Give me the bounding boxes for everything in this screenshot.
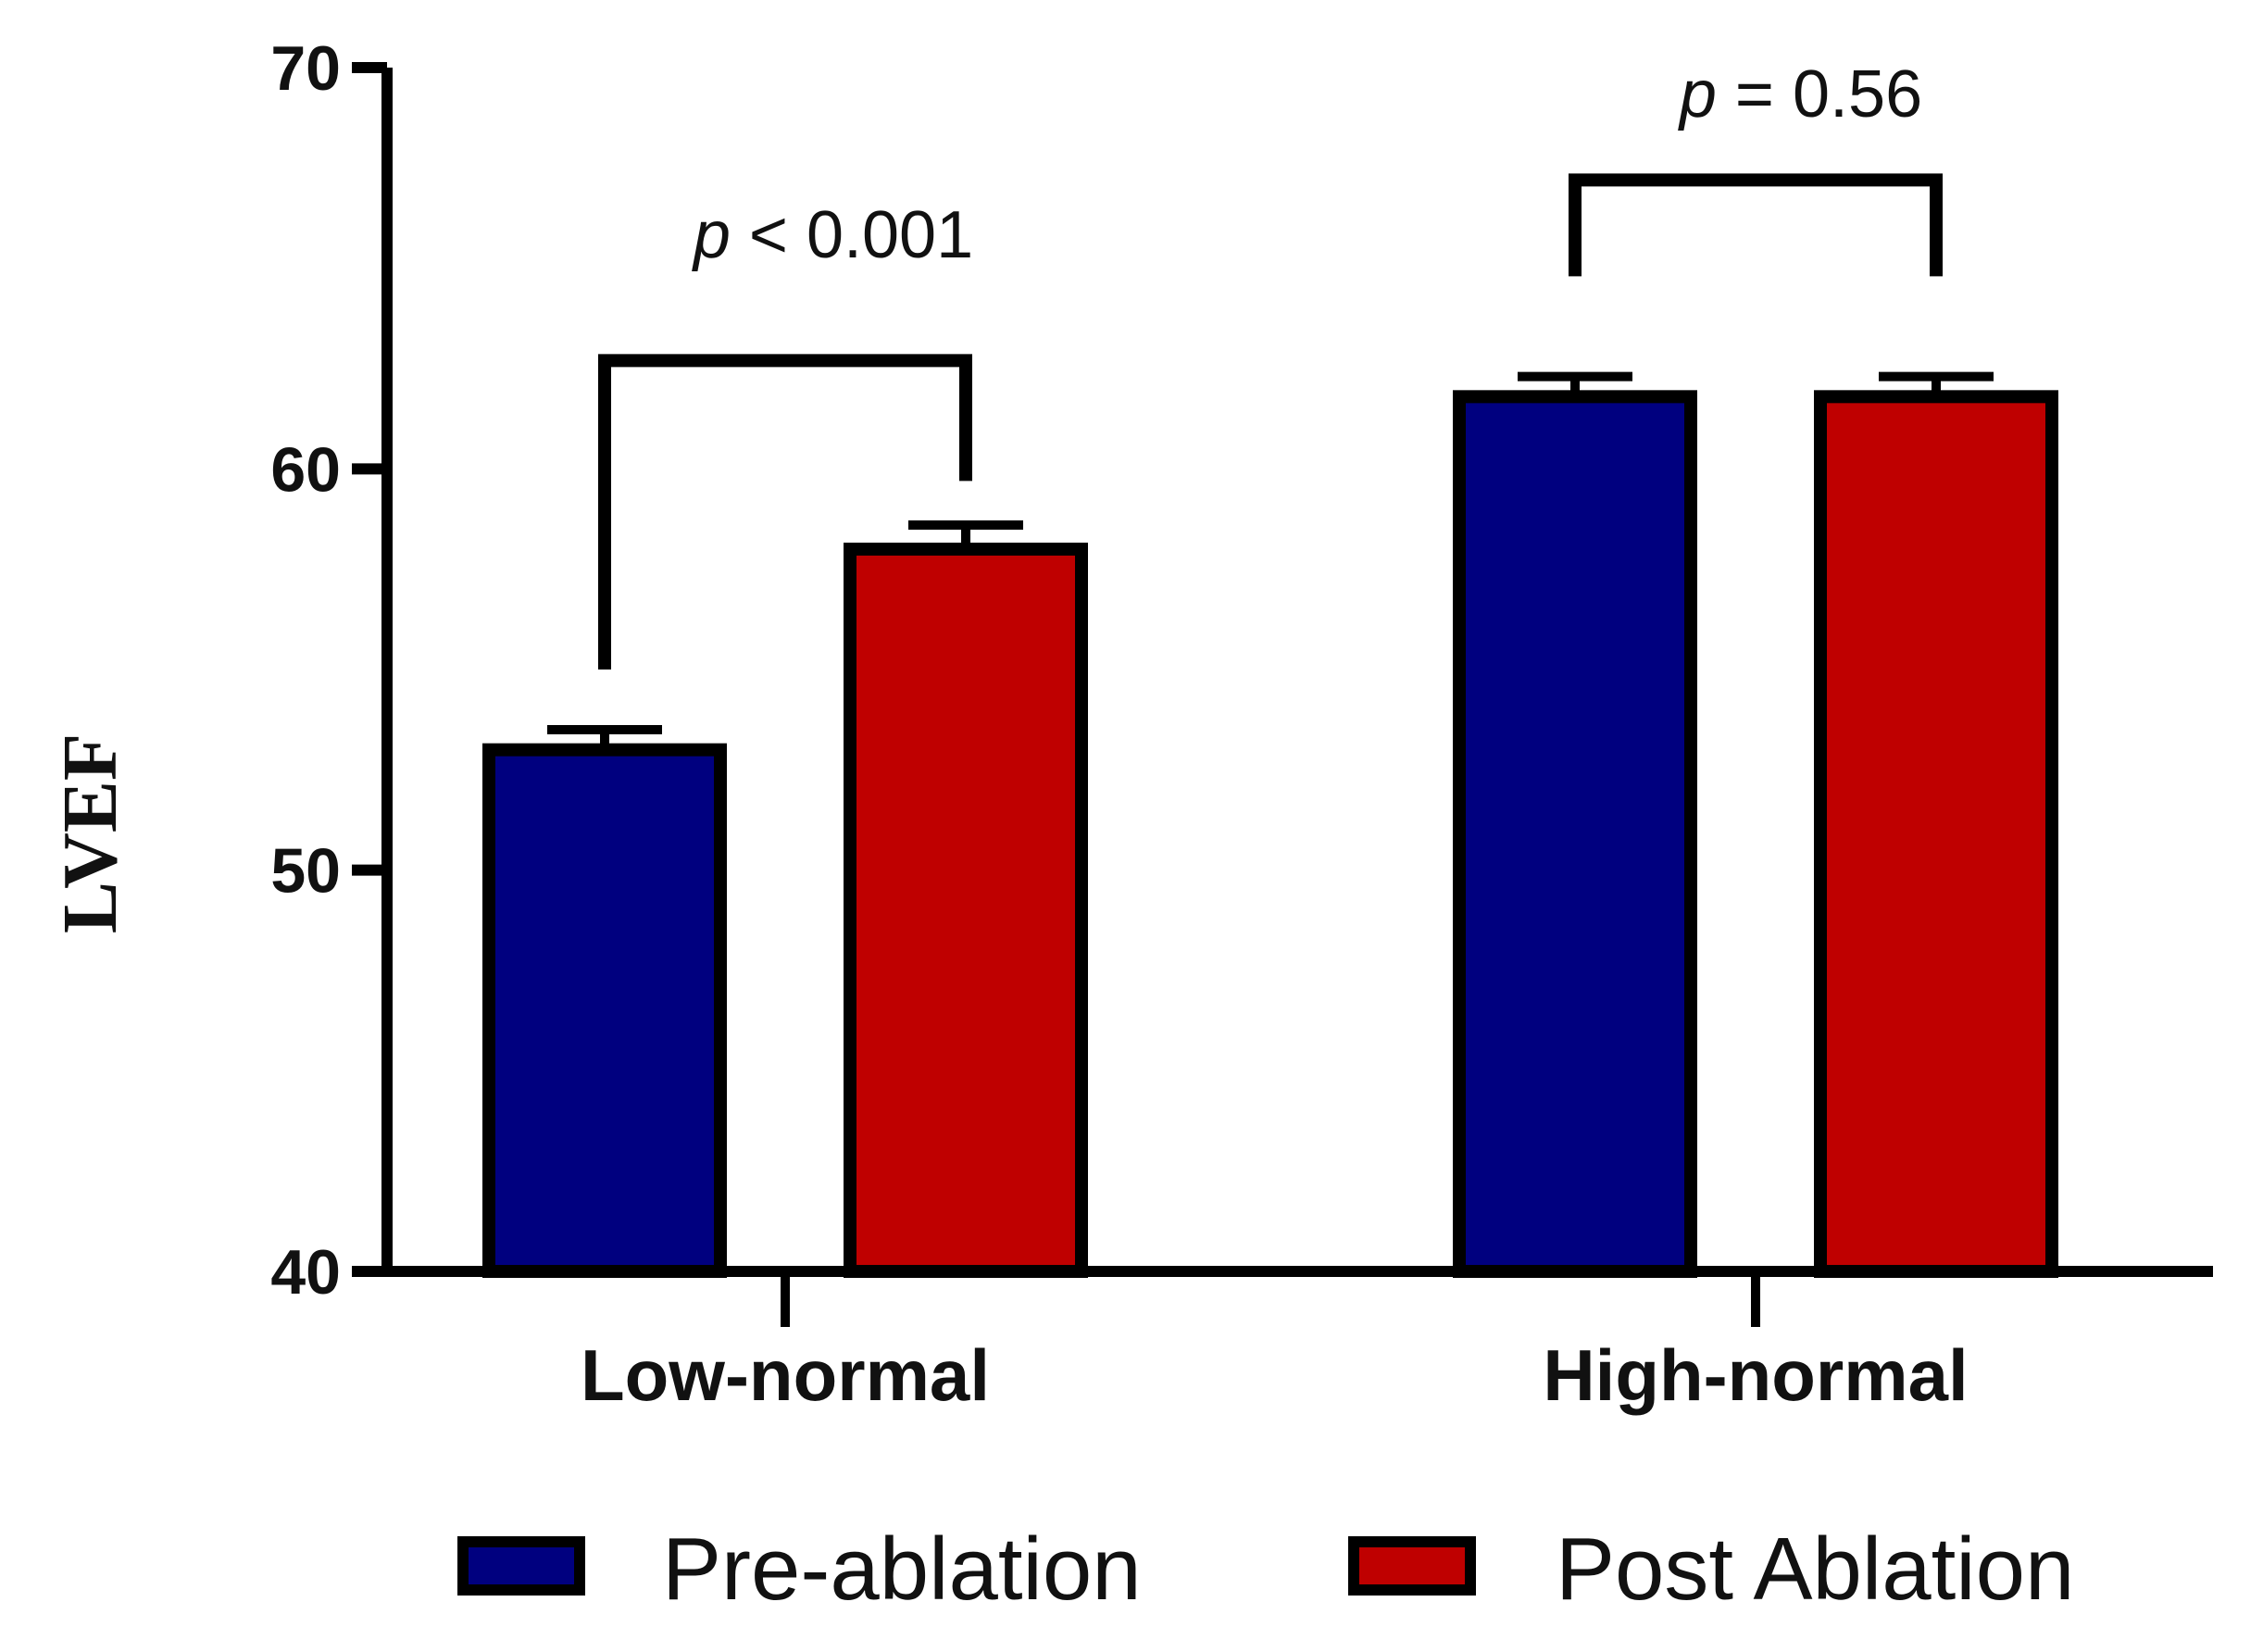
category-label-high-normal: High-normal: [1543, 1334, 1968, 1416]
y-tick-label-40: 40: [270, 1237, 341, 1308]
p-value-annotation-high-normal: p = 0.56: [1678, 57, 1922, 131]
p-value-annotation-low-normal: p < 0.001: [692, 198, 973, 272]
p-value-text: = 0.56: [1717, 57, 1922, 131]
legend-label-post-ablation: Post Ablation: [1556, 1520, 2074, 1619]
legend-swatch-post-ablation: [1348, 1536, 1476, 1596]
axes: 40 50 60 70: [270, 33, 2213, 1327]
y-tick-label-70: 70: [270, 33, 341, 104]
bar-high-normal-pre-ablation: [1453, 390, 1697, 1279]
y-tick-label-50: 50: [270, 836, 341, 907]
p-symbol: p: [692, 198, 731, 272]
legend-label-pre-ablation: Pre-ablation: [662, 1520, 1142, 1619]
significance-bracket-high-normal: [1569, 173, 1943, 277]
significance-brackets: [598, 173, 1943, 670]
p-value-text: < 0.001: [731, 198, 973, 272]
legend: Pre-ablation Post Ablation: [457, 1520, 2074, 1619]
bar-low-normal-pre-ablation: [482, 743, 727, 1278]
p-symbol: p: [1678, 57, 1717, 131]
bar-high-normal-post-ablation: [1814, 390, 2058, 1279]
y-axis-label: LVEF: [47, 733, 133, 933]
bars-layer: [482, 371, 2058, 1279]
significance-bracket-low-normal: [598, 354, 972, 670]
category-label-low-normal: Low-normal: [581, 1334, 990, 1416]
legend-swatch-pre-ablation: [457, 1536, 585, 1596]
y-tick-label-60: 60: [270, 434, 341, 505]
bar-low-normal-post-ablation: [844, 543, 1088, 1278]
